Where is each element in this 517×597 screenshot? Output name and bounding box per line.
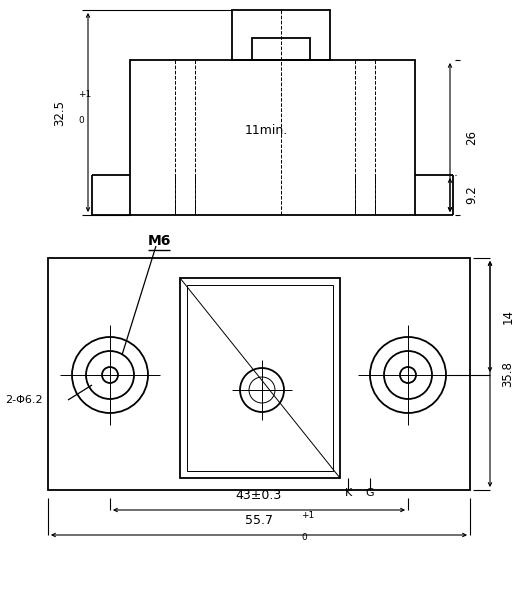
Text: G: G [366,488,374,498]
Text: 35.8: 35.8 [501,361,514,387]
Text: +1: +1 [301,510,314,519]
Bar [130,60,415,215]
Text: 2-Φ6.2: 2-Φ6.2 [5,395,42,405]
Text: 43±0.3: 43±0.3 [236,489,282,502]
Bar [252,38,310,60]
Text: 9.2: 9.2 [465,186,479,204]
Bar [187,285,333,471]
Text: K: K [344,488,352,498]
Text: 32.5: 32.5 [53,100,67,125]
Text: +1: +1 [78,90,91,99]
Text: 11min.: 11min. [245,124,288,137]
Text: M6: M6 [148,234,171,248]
Text: 26: 26 [465,130,479,145]
Bar [48,258,470,490]
Text: 14: 14 [501,309,514,324]
Text: 0: 0 [78,116,84,125]
Text: 0: 0 [301,533,307,541]
Bar [180,278,340,478]
Bar [232,10,330,60]
Text: 55.7: 55.7 [245,514,273,527]
